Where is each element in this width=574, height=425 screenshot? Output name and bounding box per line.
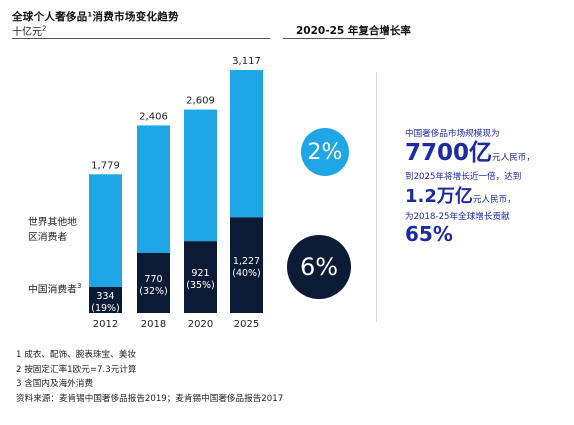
unit-text: 十亿元 — [12, 27, 42, 38]
bar-china-2018 — [137, 252, 170, 313]
total-label-2020: 2,609 — [186, 96, 215, 107]
source-note: 资料来源：麦肯锡中国奢侈品报告2019；麦肯锡中国奢侈品报告2017 — [16, 393, 284, 404]
x-tick-2018: 2018 — [141, 319, 166, 330]
title-underline — [12, 38, 270, 39]
china-value-label-2018: 770 — [144, 274, 162, 285]
legend-china-footnote: 3 — [76, 282, 82, 290]
bar-china-2020 — [184, 241, 217, 313]
facts-big2: 1.2万亿元人民币， — [405, 186, 574, 211]
x-tick-2012: 2012 — [93, 319, 118, 330]
divider-line — [376, 72, 377, 322]
facts-line3: 为2018-25年全球增长贡献 — [405, 212, 510, 222]
x-tick-2020: 2020 — [188, 319, 213, 330]
bar-china-2012 — [89, 286, 122, 313]
china-value-label-2020: 921 — [191, 268, 209, 279]
legend-rest-line1: 世界其他地 — [28, 217, 77, 228]
footnote-1: 1 成衣、配饰、腕表珠宝、美妆 — [16, 350, 136, 360]
facts-line1: 中国奢侈品市场规模现为 — [405, 129, 500, 139]
facts-big2-value: 1.2万亿 — [405, 186, 473, 207]
legend-china: 中国消费者3 — [28, 279, 81, 297]
total-label-2025: 3,117 — [232, 56, 261, 67]
footnote-2: 2 按固定汇率1欧元=7.3元计算 — [16, 364, 137, 375]
chart-title: 全球个人奢侈品¹消费市场变化趋势 — [12, 11, 179, 23]
key-facts: 中国奢侈品市场规模现为 7700亿元人民币， 到2025年将增长近一倍，达到 1… — [405, 128, 574, 245]
total-label-2018: 2,406 — [139, 111, 168, 122]
facts-big1: 7700亿元人民币， — [405, 140, 574, 171]
facts-big1-suffix: 元人民币， — [492, 153, 535, 163]
cagr-header-underline — [283, 38, 385, 39]
china-share-label-2020: (35%) — [186, 280, 215, 291]
china-share-label-2012: (19%) — [91, 303, 120, 314]
facts-big3: 65% — [405, 222, 453, 246]
legend-china-text: 中国消费者 — [28, 284, 77, 296]
bar-rest-2012 — [89, 174, 122, 287]
facts-big2-suffix: 元人民币， — [472, 195, 516, 205]
x-tick-2025: 2025 — [234, 319, 259, 330]
facts-big1-value: 7700亿 — [405, 140, 493, 166]
cagr-china-badge: 6% — [287, 235, 351, 299]
cagr-header: 2020-25 年复合增长率 — [296, 25, 411, 37]
bar-rest-2025 — [230, 70, 263, 218]
china-share-label-2018: (32%) — [139, 286, 168, 297]
unit-label: 十亿元2 — [12, 23, 46, 38]
footnote-3: 3 含国内及海外消费 — [16, 379, 93, 389]
cagr-rest-of-world-badge: 2% — [301, 128, 349, 176]
unit-footnote-marker: 2 — [42, 24, 47, 33]
bar-rest-2020 — [184, 109, 217, 242]
china-value-label-2012: 334 — [96, 291, 114, 302]
legend-rest-of-world: 世界其他地 区消费者 — [28, 215, 77, 245]
china-value-label-2025: 1,227 — [233, 256, 260, 267]
facts-line2: 到2025年将增长近一倍，达到 — [405, 172, 522, 182]
total-label-2012: 1,779 — [91, 160, 120, 171]
legend-rest-line2: 区消费者 — [28, 232, 68, 243]
bar-china-2025 — [230, 217, 263, 313]
bar-rest-2018 — [137, 125, 170, 253]
footnotes: 1 成衣、配饰、腕表珠宝、美妆 2 按固定汇率1欧元=7.3元计算 3 含国内及… — [16, 348, 283, 406]
china-share-label-2025: (40%) — [232, 268, 261, 279]
